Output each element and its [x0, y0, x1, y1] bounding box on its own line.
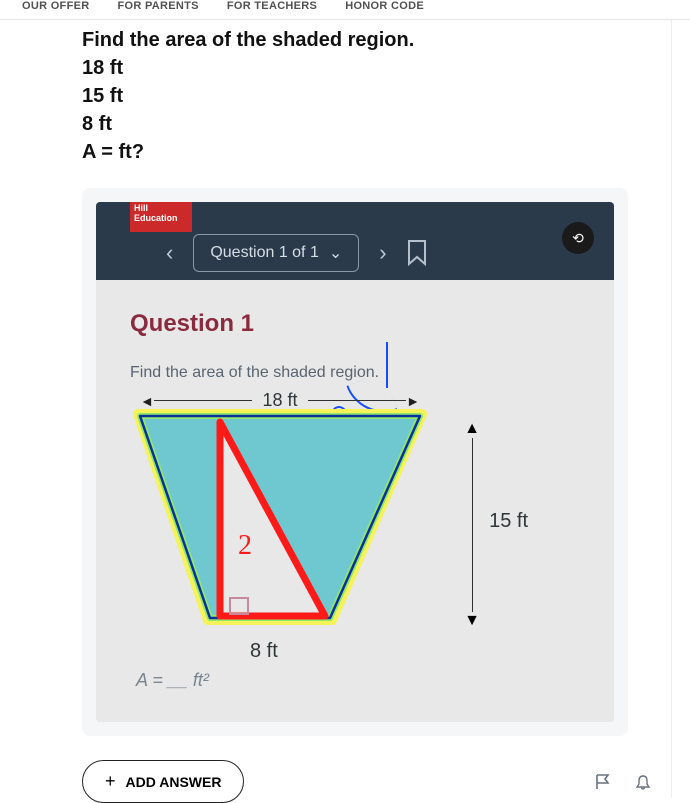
- prev-question-icon: ‹: [166, 240, 173, 266]
- bookmark-icon: [407, 240, 427, 266]
- arrow-down-icon: ▼: [464, 612, 480, 630]
- question-image-card: Hill Education ‹ Question 1 of 1 ⌄ › ⟲: [82, 188, 628, 736]
- source-app-header: Hill Education ‹ Question 1 of 1 ⌄ › ⟲: [96, 202, 614, 280]
- dimension-right: ▲ ▼: [464, 420, 480, 630]
- add-answer-button[interactable]: + ADD ANSWER: [82, 760, 244, 803]
- logo-text: Education: [134, 214, 188, 224]
- main-content: Find the area of the shaded region. 18 f…: [82, 20, 672, 798]
- question-line: A = ft?: [82, 138, 653, 166]
- trapezoid-diagram: [130, 408, 430, 638]
- nav-item[interactable]: OUR OFFER: [22, 0, 89, 12]
- arrow-right-icon: ►: [406, 393, 420, 409]
- add-answer-label: ADD ANSWER: [126, 774, 222, 790]
- nav-item[interactable]: FOR TEACHERS: [227, 0, 317, 12]
- chevron-down-icon: ⌄: [329, 243, 342, 263]
- geometry-figure: ◄ 18 ft ►: [130, 390, 530, 690]
- bell-icon[interactable]: [633, 772, 653, 792]
- question-line: 15 ft: [82, 82, 653, 110]
- publisher-logo: Hill Education: [130, 202, 192, 232]
- annotation-number-2: 2: [238, 530, 252, 562]
- secondary-actions: [593, 772, 653, 792]
- question-line: 18 ft: [82, 54, 653, 82]
- question-selector-label: Question 1 of 1: [210, 244, 319, 262]
- embedded-question-title: Question 1: [130, 310, 588, 338]
- question-title: Find the area of the shaded region.: [82, 26, 653, 54]
- photo-body: Question 1 Find the area of the shaded r…: [96, 280, 614, 722]
- question-nav-row: ‹ Question 1 of 1 ⌄ ›: [166, 234, 427, 272]
- flag-icon[interactable]: [593, 772, 613, 792]
- arrow-left-icon: ◄: [140, 393, 154, 409]
- area-equation: A = __ ft²: [136, 670, 209, 691]
- dimension-bottom-label: 8 ft: [250, 640, 278, 663]
- answer-actions: + ADD ANSWER: [82, 760, 653, 803]
- question-photo[interactable]: Hill Education ‹ Question 1 of 1 ⌄ › ⟲: [96, 202, 614, 722]
- arrow-up-icon: ▲: [464, 420, 480, 438]
- nav-item[interactable]: FOR PARENTS: [117, 0, 198, 12]
- plus-icon: +: [105, 771, 116, 792]
- question-text: Find the area of the shaded region. 18 f…: [82, 26, 653, 166]
- expand-image-icon[interactable]: ⟲: [562, 222, 594, 254]
- dimension-right-label: 15 ft: [489, 510, 528, 533]
- next-question-icon: ›: [379, 240, 386, 266]
- embedded-question-prompt: Find the area of the shaded region.: [130, 364, 588, 382]
- question-selector: Question 1 of 1 ⌄: [193, 234, 359, 272]
- question-line: 8 ft: [82, 110, 653, 138]
- top-nav: OUR OFFER FOR PARENTS FOR TEACHERS HONOR…: [0, 0, 690, 20]
- nav-item[interactable]: HONOR CODE: [345, 0, 424, 12]
